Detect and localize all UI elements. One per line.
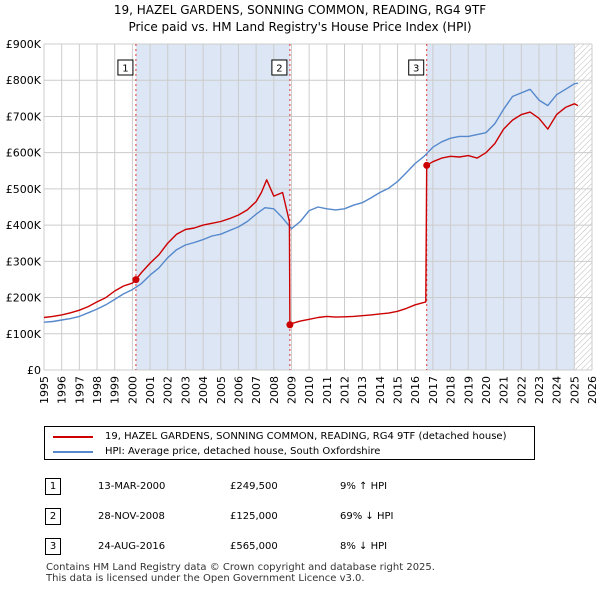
x-tick-label: 1996 bbox=[56, 376, 69, 404]
x-tick-label: 2006 bbox=[232, 376, 245, 404]
series-line-hpi bbox=[43, 82, 579, 323]
x-tick-label: 2004 bbox=[197, 376, 210, 404]
transaction-date: 13-MAR-2000 bbox=[98, 480, 166, 492]
sale-point bbox=[132, 276, 140, 284]
chart-title: 19, HAZEL GARDENS, SONNING COMMON, READI… bbox=[0, 2, 600, 36]
transaction-price: £249,500 bbox=[230, 480, 278, 492]
legend-label-property: 19, HAZEL GARDENS, SONNING COMMON, READI… bbox=[105, 431, 507, 442]
transaction-row: 2 28-NOV-2008 £125,000 69% ↓ HPI bbox=[40, 501, 470, 531]
x-tick-label: 1995 bbox=[38, 376, 51, 404]
x-tick-label: 2012 bbox=[339, 376, 352, 404]
transaction-date: 28-NOV-2008 bbox=[98, 510, 165, 522]
sale-point bbox=[423, 161, 431, 169]
transactions-table: 1 13-MAR-2000 £249,500 9% ↑ HPI 2 28-NOV… bbox=[40, 471, 470, 561]
legend-item-hpi: HPI: Average price, detached house, Sout… bbox=[53, 446, 380, 457]
x-tick-label: 2005 bbox=[215, 376, 228, 404]
x-tick-label: 2000 bbox=[126, 376, 139, 404]
transaction-date: 24-AUG-2016 bbox=[98, 540, 166, 552]
y-tick-label: £100K bbox=[6, 328, 42, 341]
y-tick-label: £300K bbox=[6, 255, 42, 268]
x-tick-label: 2008 bbox=[268, 376, 281, 404]
y-tick-label: £600K bbox=[6, 147, 42, 160]
y-tick-label: £800K bbox=[6, 74, 42, 87]
x-tick-label: 2026 bbox=[586, 376, 599, 404]
y-tick-label: £400K bbox=[6, 219, 42, 232]
transaction-number: 3 bbox=[45, 537, 61, 555]
x-tick-label: 2016 bbox=[409, 376, 422, 404]
y-tick-label: £200K bbox=[6, 292, 42, 305]
x-tick-label: 2021 bbox=[498, 376, 511, 404]
price-chart: 1 2 3 £0 £100K £200K £300K £400K £500K £600K £700… bbox=[6, 38, 599, 404]
x-tick-label: 2011 bbox=[321, 376, 334, 404]
x-tick-label: 2024 bbox=[551, 376, 564, 404]
x-tick-label: 2003 bbox=[179, 376, 192, 404]
title-line-1: 19, HAZEL GARDENS, SONNING COMMON, READI… bbox=[113, 3, 487, 17]
x-tick-label: 2018 bbox=[445, 376, 458, 404]
transaction-row: 1 13-MAR-2000 £249,500 9% ↑ HPI bbox=[40, 471, 470, 501]
transaction-number: 2 bbox=[45, 507, 61, 525]
future-hatch-region bbox=[574, 44, 592, 370]
x-tick-label: 1998 bbox=[91, 376, 104, 404]
x-tick-label: 2017 bbox=[427, 376, 440, 404]
marker-label: 3 bbox=[413, 64, 419, 75]
y-tick-label: £0 bbox=[27, 364, 41, 377]
y-tick-label: £500K bbox=[6, 183, 42, 196]
marker-label-box bbox=[117, 59, 134, 76]
x-tick-label: 1997 bbox=[73, 376, 86, 404]
footer-attribution: Contains HM Land Registry data © Crown c… bbox=[46, 562, 435, 584]
sale-point bbox=[286, 321, 294, 329]
x-tick-label: 2014 bbox=[374, 376, 387, 404]
y-tick-label: £700K bbox=[6, 110, 42, 123]
footer-line-1: Contains HM Land Registry data © Crown c… bbox=[46, 562, 435, 573]
marker-label-box bbox=[271, 59, 288, 76]
x-tick-label: 2019 bbox=[462, 376, 475, 404]
transaction-hpi-diff: 8% ↓ HPI bbox=[340, 540, 388, 552]
x-tick-label: 2022 bbox=[515, 376, 528, 404]
x-tick-label: 2010 bbox=[303, 376, 316, 404]
x-tick-label: 2009 bbox=[285, 376, 298, 404]
x-tick-label: 2007 bbox=[250, 376, 263, 404]
x-tick-label: 2020 bbox=[480, 376, 493, 404]
x-tick-label: 2025 bbox=[568, 376, 581, 404]
shaded-period bbox=[426, 44, 575, 370]
marker-label: 1 bbox=[122, 64, 128, 75]
x-tick-label: 2001 bbox=[144, 376, 157, 404]
legend-swatch-hpi bbox=[53, 450, 93, 453]
x-tick-label: 1999 bbox=[109, 376, 122, 404]
legend-label-hpi: HPI: Average price, detached house, Sout… bbox=[105, 446, 381, 457]
transaction-number: 1 bbox=[45, 477, 61, 495]
transaction-hpi-diff: 9% ↑ HPI bbox=[340, 480, 388, 492]
chart-legend: 19, HAZEL GARDENS, SONNING COMMON, READI… bbox=[44, 426, 535, 460]
marker-label-box bbox=[408, 59, 425, 76]
x-tick-label: 2002 bbox=[162, 376, 175, 404]
transaction-price: £125,000 bbox=[230, 510, 278, 522]
legend-swatch-property bbox=[53, 435, 93, 438]
y-tick-label: £900K bbox=[6, 38, 42, 51]
transaction-hpi-diff: 69% ↓ HPI bbox=[340, 510, 394, 522]
marker-label: 2 bbox=[276, 64, 282, 75]
x-tick-label: 2013 bbox=[356, 376, 369, 404]
transaction-price: £565,000 bbox=[230, 540, 278, 552]
x-tick-label: 2015 bbox=[392, 376, 405, 404]
title-line-2: Price paid vs. HM Land Registry's House … bbox=[128, 20, 472, 34]
shaded-period bbox=[135, 44, 290, 370]
x-tick-label: 2023 bbox=[533, 376, 546, 404]
footer-line-2: This data is licensed under the Open Gov… bbox=[46, 573, 365, 584]
legend-item-property: 19, HAZEL GARDENS, SONNING COMMON, READI… bbox=[53, 431, 506, 442]
transaction-row: 3 24-AUG-2016 £565,000 8% ↓ HPI bbox=[40, 531, 470, 561]
